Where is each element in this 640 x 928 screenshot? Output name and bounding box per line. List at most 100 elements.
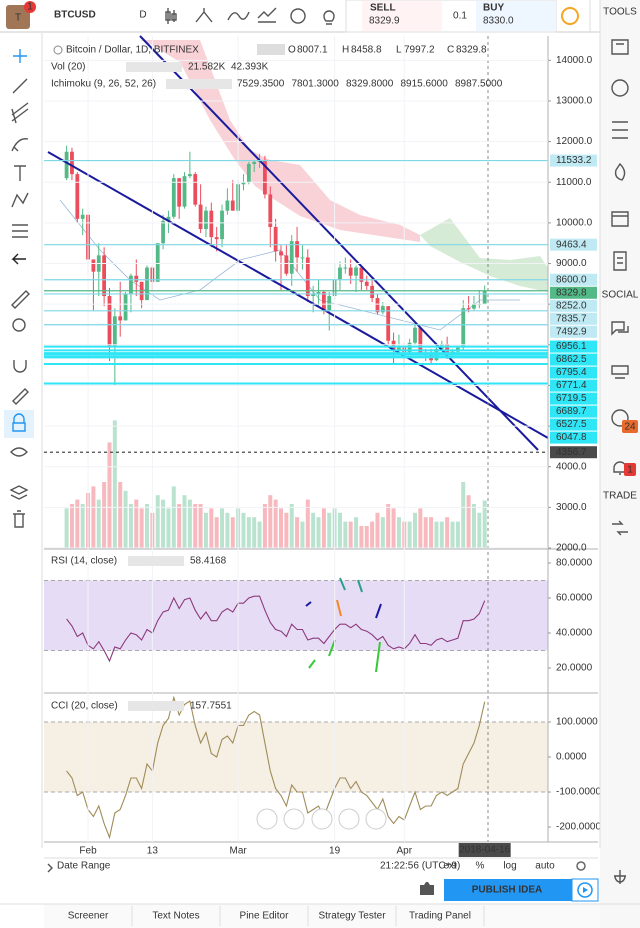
candle-body <box>397 347 401 351</box>
drawing <box>336 599 342 617</box>
toggle[interactable]: % <box>476 861 485 872</box>
hide-tool[interactable] <box>10 447 28 457</box>
cursor-tool[interactable] <box>13 49 27 63</box>
info-icon[interactable] <box>561 7 579 25</box>
left-toolbar <box>0 33 42 848</box>
fib-tool[interactable] <box>12 224 28 238</box>
pitchfork-tool[interactable] <box>11 102 29 124</box>
volume-bar <box>295 517 300 548</box>
candle-body <box>214 237 219 240</box>
rsi-value: 58.4168 <box>190 556 227 567</box>
price-tag-label: 6719.5 <box>556 393 587 404</box>
text-tool[interactable] <box>14 165 26 181</box>
symbol[interactable]: BTCUSD <box>54 10 96 21</box>
candle-body <box>246 163 251 183</box>
sell-button[interactable] <box>362 1 442 31</box>
brush-tool[interactable] <box>11 138 29 152</box>
hotlist-icon[interactable] <box>614 162 626 181</box>
buy-button[interactable] <box>476 1 556 31</box>
candle-body <box>91 259 96 272</box>
alert-icon[interactable] <box>290 8 306 24</box>
legend-buttons[interactable] <box>126 62 182 72</box>
ideas-icon[interactable] <box>611 409 629 427</box>
candle-body <box>118 316 123 321</box>
y-tick-label: 11000.0 <box>556 177 592 188</box>
alerts-icon[interactable] <box>611 79 629 97</box>
ruler-tool[interactable] <box>11 290 30 309</box>
sell-label: SELL <box>370 3 396 14</box>
volume-bar <box>80 504 85 548</box>
toolbar-icons <box>165 7 335 25</box>
zoom-in[interactable] <box>338 808 360 830</box>
tab[interactable]: Trading Panel <box>409 911 471 922</box>
price-tag <box>550 405 597 418</box>
tab[interactable]: Screener <box>68 911 109 922</box>
candle-body <box>161 220 165 244</box>
drawing <box>339 577 346 591</box>
toggle[interactable]: ext <box>443 861 457 872</box>
lock-tool[interactable] <box>12 413 26 432</box>
interval[interactable]: D <box>139 10 146 21</box>
volume-bar <box>354 517 359 548</box>
tab[interactable]: Strategy Tester <box>318 911 386 922</box>
toggle[interactable]: log <box>503 861 516 872</box>
publish-button[interactable] <box>444 879 572 901</box>
watchlist-icon[interactable] <box>611 39 629 55</box>
chats-icon[interactable] <box>611 321 629 336</box>
indicator-icon[interactable] <box>227 11 250 21</box>
x-tick-label: Mar <box>230 846 248 857</box>
news-icon[interactable] <box>613 251 627 271</box>
pattern-tool[interactable] <box>11 192 29 208</box>
layers-tool[interactable] <box>9 485 29 500</box>
sell-price: 8329.9 <box>369 16 400 27</box>
candles-icon[interactable] <box>165 8 177 24</box>
zoom-out[interactable] <box>283 808 305 830</box>
data-window-icon[interactable] <box>612 121 628 139</box>
magnet-tool[interactable] <box>13 360 27 373</box>
volume-bar <box>268 495 273 548</box>
legend-buttons[interactable] <box>128 701 184 711</box>
trade-icon[interactable] <box>612 520 628 536</box>
price-tag <box>550 286 597 299</box>
legend-buttons[interactable] <box>257 44 285 55</box>
idea-icon[interactable] <box>323 10 335 25</box>
bug-icon[interactable] <box>614 870 626 884</box>
tab[interactable]: Text Notes <box>152 911 199 922</box>
candle-body <box>354 267 358 276</box>
candle-body <box>209 210 214 238</box>
price-tag <box>550 325 597 338</box>
zoom-tool[interactable] <box>12 318 26 332</box>
scroll-right[interactable] <box>365 808 387 830</box>
tab[interactable]: Pine Editor <box>240 911 290 922</box>
scroll-left[interactable] <box>256 808 278 830</box>
trendline-tool[interactable] <box>12 78 28 94</box>
candle-body <box>166 216 171 221</box>
replay-icon <box>583 887 588 893</box>
logo[interactable] <box>6 5 30 29</box>
x-tick-label: Apr <box>396 846 412 857</box>
streams-icon[interactable] <box>611 365 629 379</box>
candle-body <box>413 327 417 343</box>
trendline <box>47 151 549 439</box>
templates-icon[interactable] <box>257 7 277 23</box>
volume-bar <box>246 517 251 548</box>
snapshot-icon[interactable] <box>420 882 434 895</box>
legend-buttons[interactable] <box>166 79 232 89</box>
reset[interactable] <box>311 808 333 830</box>
volume-bar <box>418 508 423 548</box>
back-tool[interactable] <box>11 253 26 265</box>
candle-body <box>134 275 139 282</box>
price-tag-label: 8252.0 <box>556 300 587 311</box>
date-range[interactable]: Date Range <box>57 861 111 872</box>
price-tag-label: 6862.5 <box>556 354 587 365</box>
legend-buttons[interactable] <box>128 556 184 566</box>
trash-tool[interactable] <box>13 510 25 528</box>
stay-drawing-tool[interactable] <box>12 388 29 405</box>
expand-icon[interactable] <box>47 863 53 873</box>
compare-icon[interactable] <box>195 8 213 23</box>
candle-body <box>112 316 117 347</box>
settings-icon[interactable] <box>576 861 586 871</box>
toggle[interactable]: auto <box>535 861 555 872</box>
tabs: Screener Text Notes Pine Editor Strategy Te… <box>68 906 485 926</box>
calendar-icon[interactable] <box>611 211 629 227</box>
